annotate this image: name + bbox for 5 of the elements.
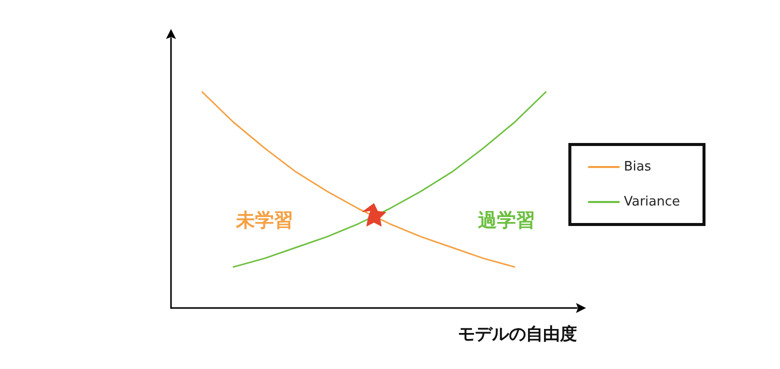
annotation: 過学習: [477, 210, 535, 232]
x-axis-title: モデルの自由度: [458, 324, 577, 344]
legend-label: Bias: [624, 160, 652, 174]
annotation: 未学習: [235, 210, 293, 232]
legend-label: Variance: [624, 194, 680, 210]
